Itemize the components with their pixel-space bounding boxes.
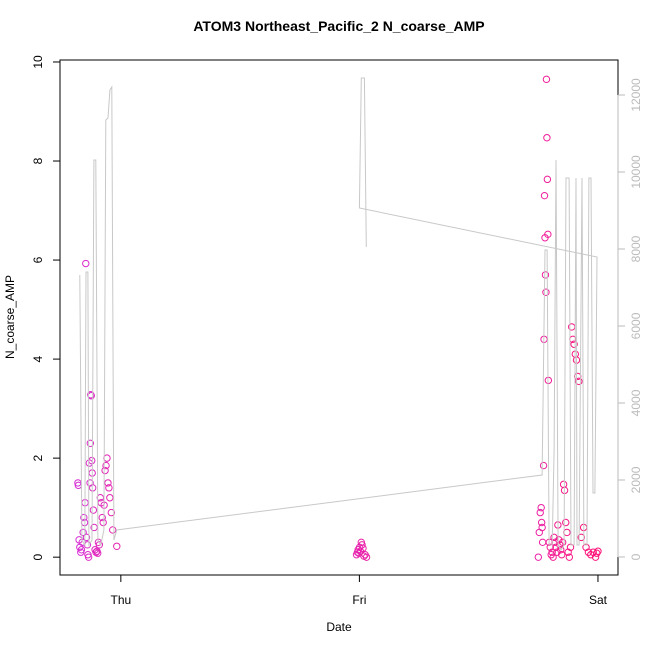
y2-tick-label: 4000	[629, 389, 643, 416]
point	[537, 518, 546, 527]
point	[77, 546, 86, 554]
point	[584, 548, 593, 556]
y-tick-label: 4	[31, 355, 45, 362]
point	[80, 513, 88, 522]
point	[544, 230, 552, 239]
y-tick-label: 0	[31, 554, 45, 561]
point	[106, 494, 114, 502]
point	[557, 546, 565, 554]
point	[92, 548, 100, 556]
point	[540, 191, 549, 200]
y2-tick-label: 10000	[629, 155, 643, 189]
y-tick-label: 6	[31, 256, 45, 263]
point	[355, 543, 364, 551]
point	[555, 536, 563, 544]
point	[82, 533, 91, 542]
chart-title: ATOM3 Northeast_Pacific_2 N_coarse_AMP	[193, 18, 484, 34]
point	[82, 259, 90, 268]
y-tick-label: 2	[31, 454, 45, 461]
point	[563, 528, 571, 537]
y2-tick-label: 6000	[629, 312, 643, 339]
x-tick-label: Sat	[589, 593, 608, 607]
point	[549, 553, 557, 561]
point	[558, 538, 567, 547]
point	[575, 377, 583, 386]
point	[543, 175, 552, 184]
point	[359, 544, 367, 552]
line	[79, 77, 598, 551]
point	[542, 75, 551, 84]
x-tick-label: Thu	[110, 593, 131, 607]
y2-tick-label: 12000	[629, 78, 643, 112]
plot-frame	[59, 59, 619, 576]
point	[104, 479, 112, 487]
point	[84, 553, 93, 561]
y2-tick-label: 0	[629, 553, 643, 560]
y2-tick-label: 2000	[629, 466, 643, 493]
point	[362, 553, 371, 561]
point	[562, 518, 570, 527]
point	[593, 549, 601, 557]
point	[543, 134, 551, 142]
point	[570, 340, 578, 348]
point	[546, 543, 554, 551]
point	[538, 523, 546, 532]
point	[90, 523, 98, 532]
point	[358, 541, 366, 549]
point	[534, 553, 543, 561]
point	[89, 506, 98, 514]
y-tick-label: 8	[31, 157, 45, 164]
point	[96, 494, 105, 502]
point	[548, 548, 556, 556]
point	[101, 466, 109, 475]
point	[79, 528, 87, 537]
point	[105, 484, 113, 492]
y2-tick-label: 8000	[629, 235, 643, 262]
point	[541, 271, 550, 279]
point	[538, 538, 547, 547]
x-tick-label: Fri	[352, 593, 366, 607]
point	[98, 513, 106, 522]
point	[577, 533, 585, 542]
point	[99, 518, 107, 527]
point	[565, 553, 574, 561]
point	[103, 454, 111, 462]
point	[107, 508, 115, 517]
point	[537, 503, 545, 512]
point	[559, 480, 568, 489]
point	[93, 549, 102, 557]
point	[113, 542, 121, 550]
y-axis-label: N_coarse_AMP	[3, 275, 17, 359]
point	[109, 526, 117, 534]
point	[539, 461, 548, 470]
point	[542, 288, 550, 296]
point	[594, 547, 602, 555]
point	[102, 461, 110, 470]
point	[86, 439, 94, 447]
point	[536, 508, 544, 517]
x-axis-label: Date	[326, 620, 352, 634]
point	[557, 550, 566, 559]
y-tick-label: 10	[31, 55, 45, 69]
